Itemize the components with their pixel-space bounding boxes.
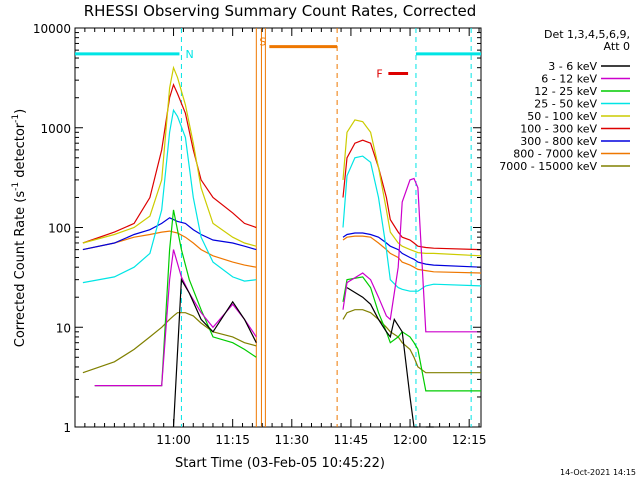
series-line-100-300-kev bbox=[82, 82, 482, 251]
f-label: F bbox=[376, 67, 382, 80]
legend-label: 6 - 12 keV bbox=[541, 73, 597, 86]
legend-label: 12 - 25 keV bbox=[534, 85, 597, 98]
chart-title: RHESSI Observing Summary Count Rates, Co… bbox=[84, 2, 477, 20]
footer-timestamp: 14-Oct-2021 14:15 bbox=[560, 468, 636, 477]
x-tick-label: 12:00 bbox=[393, 433, 428, 447]
y-tick-label: 10000 bbox=[33, 22, 71, 36]
series-line-7000-15000-kev bbox=[82, 309, 481, 374]
x-tick-label: 12:15 bbox=[452, 433, 487, 447]
n-label: N bbox=[185, 48, 193, 61]
series-line-3-6-kev bbox=[172, 277, 434, 428]
x-tick-label: 11:30 bbox=[274, 433, 309, 447]
y-tick-label: 1 bbox=[63, 421, 71, 435]
x-tick-label: 11:15 bbox=[215, 433, 250, 447]
y-tick-label: 10 bbox=[56, 321, 71, 335]
axis-ticks: 1 10 100 1000 10000 11:00 11:15 11:30 11:45 12:00… bbox=[33, 22, 487, 447]
series-line-12-25-kev bbox=[94, 209, 481, 392]
y-tick-label: 1000 bbox=[40, 122, 71, 136]
legend-label: 300 - 800 keV bbox=[520, 135, 597, 148]
legend-label: 50 - 100 keV bbox=[527, 110, 597, 123]
legend-label: 7000 - 15000 keV bbox=[499, 160, 597, 173]
s-label: S bbox=[259, 36, 266, 49]
legend-label: 800 - 7000 keV bbox=[513, 148, 597, 161]
y-axis-label: Corrected Count Rate (s-1 detector-1) bbox=[11, 109, 28, 347]
legend-label: 25 - 50 keV bbox=[534, 98, 597, 111]
series-group bbox=[82, 65, 482, 428]
series-line-25-50-kev bbox=[82, 108, 482, 292]
x-tick-label: 11:45 bbox=[334, 433, 369, 447]
y-tick-label: 100 bbox=[48, 222, 71, 236]
legend-label: 3 - 6 keV bbox=[548, 60, 597, 73]
annotation-bars: N S F bbox=[75, 36, 481, 80]
x-axis-label: Start Time (03-Feb-05 10:45:22) bbox=[175, 456, 385, 471]
legend-label: 100 - 300 keV bbox=[520, 123, 597, 136]
series-line-6-12-kev bbox=[94, 177, 481, 387]
vertical-markers bbox=[180, 28, 472, 427]
series-line-50-100-kev bbox=[82, 65, 482, 257]
legend-header-2: Att 0 bbox=[604, 40, 630, 53]
legend-header-1: Det 1,3,4,5,6,9, bbox=[544, 28, 630, 41]
x-tick-label: 11:00 bbox=[156, 433, 191, 447]
